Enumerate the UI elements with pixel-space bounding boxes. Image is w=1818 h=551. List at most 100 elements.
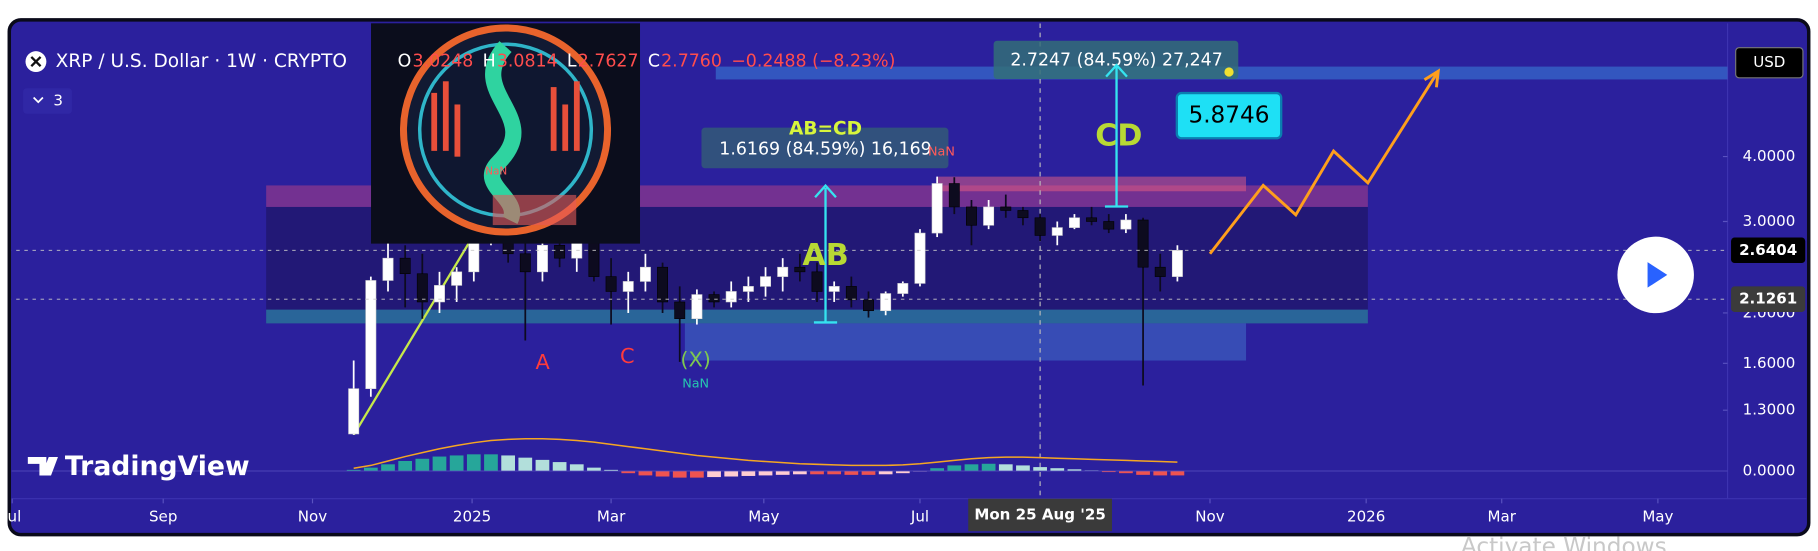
histogram-bar [1067, 469, 1082, 471]
ohlc-value: 3.0248 [413, 52, 474, 72]
histogram-bar [672, 470, 687, 478]
histogram-bar [792, 470, 807, 475]
candle-body [708, 294, 720, 303]
histogram-bar [775, 470, 790, 475]
anchor-dot [1224, 67, 1234, 77]
candle-body [1034, 217, 1046, 236]
histogram-bar [381, 464, 395, 471]
candle-body [1086, 217, 1098, 222]
ohlc-value: 2.7627 [578, 52, 639, 72]
pattern-label: NaN [928, 145, 955, 160]
candle-body [1171, 250, 1183, 277]
histogram-bar [1153, 470, 1168, 476]
histogram-bar [758, 470, 773, 476]
histogram-bar [432, 456, 447, 471]
histogram-bar [878, 470, 893, 475]
x-tick-label: Nov [298, 508, 327, 526]
candle-body [811, 271, 823, 292]
candle-body [983, 206, 995, 226]
measure-box [701, 127, 949, 169]
measure-box [993, 40, 1239, 79]
candle-body [554, 244, 566, 259]
brand-logo [27, 456, 58, 476]
watermark: Activate Windows [1461, 533, 1667, 551]
histogram-bar [947, 465, 962, 471]
histogram-bar [569, 464, 584, 471]
trend-line [352, 208, 491, 435]
ohlc-change: −0.2488 (−8.23%) [731, 52, 895, 72]
x-tick-label: Mar [1488, 508, 1517, 526]
indicator-toggle[interactable] [23, 88, 72, 114]
histogram-bar [827, 470, 842, 475]
price-label: 2.6404 [1739, 241, 1797, 259]
currency: USD [1753, 53, 1785, 71]
candle-body [931, 183, 943, 234]
y-tick-label: 4.0000 [1743, 147, 1796, 165]
candle-body [1103, 221, 1115, 230]
candle-body [691, 294, 703, 319]
annotation: AB=CD [789, 118, 862, 139]
candle-body [1017, 210, 1029, 219]
candle-body [1137, 219, 1149, 268]
crosshair-label: Mon 25 Aug '25 [974, 505, 1105, 523]
x-tick-label: Mar [597, 508, 626, 526]
pattern-label: (X) [680, 348, 711, 372]
ohlc-legend: O 3.0248 H 3.0814 L 2.7627 C 2.7760 −0.2488 (−8.… [398, 52, 896, 72]
histogram-bar [1016, 465, 1030, 471]
histogram-bar [449, 455, 464, 471]
histogram-bar [518, 457, 533, 471]
histogram-bar [724, 470, 739, 477]
histogram-bar [1136, 470, 1150, 475]
histogram-bar [587, 467, 601, 471]
y-tick-label: 1.6000 [1743, 354, 1796, 372]
currency-button[interactable] [1735, 47, 1804, 79]
candle-body [622, 281, 634, 292]
overlay: XRP / U.S. Dollar · 1W · CRYPTO O 3.0248 H… [2, 23, 1806, 551]
candle-body [1068, 217, 1080, 228]
histogram-bar [844, 470, 859, 475]
histogram-bar [707, 470, 721, 478]
target-label: 5.8746 [1188, 102, 1269, 129]
annotation: AB [802, 238, 848, 273]
candle-body [794, 266, 806, 273]
measure-label: 2.7247 (84.59%) 27,247 [1010, 50, 1222, 70]
symbol-icon-mark [30, 56, 42, 68]
histogram-bar [895, 470, 910, 474]
annotation: CD [1095, 118, 1142, 153]
ohlc-value: 3.0814 [497, 52, 558, 72]
histogram-bar [346, 469, 361, 471]
candle-body [948, 183, 960, 208]
histogram-bar [535, 459, 550, 471]
crosshair-label-box [968, 498, 1112, 532]
candle-body [537, 244, 548, 273]
candle-body [1154, 266, 1166, 277]
indicator-count: 3 [53, 92, 63, 110]
candle-body [1120, 219, 1132, 230]
histogram-bar [981, 463, 996, 471]
logo-zone [492, 194, 577, 226]
candle-body [845, 286, 857, 301]
price-label-box [1731, 286, 1806, 312]
candle-body [451, 271, 463, 286]
histogram-bar [1119, 470, 1133, 474]
target-box [1175, 91, 1283, 140]
histogram-bar [552, 462, 567, 471]
x-tick-label: Nov [1195, 508, 1224, 526]
candle-body [897, 283, 909, 294]
x-tick-label: Sep [149, 508, 177, 526]
histogram-bar [621, 470, 636, 474]
candle-body [605, 276, 617, 292]
pattern-label: NaN [485, 166, 507, 178]
chevron-icon [33, 96, 44, 104]
measure-label: 1.6169 (84.59%) 16,169 [719, 140, 931, 160]
pattern-label: NaN [682, 376, 709, 391]
ohlc-key: C [648, 52, 660, 72]
candle-body [725, 291, 737, 303]
candle-body [519, 253, 531, 273]
x-tick-label: Jul [2, 508, 21, 526]
signal-line [353, 438, 1178, 469]
candle-body [674, 301, 686, 319]
candle-body [760, 276, 771, 287]
